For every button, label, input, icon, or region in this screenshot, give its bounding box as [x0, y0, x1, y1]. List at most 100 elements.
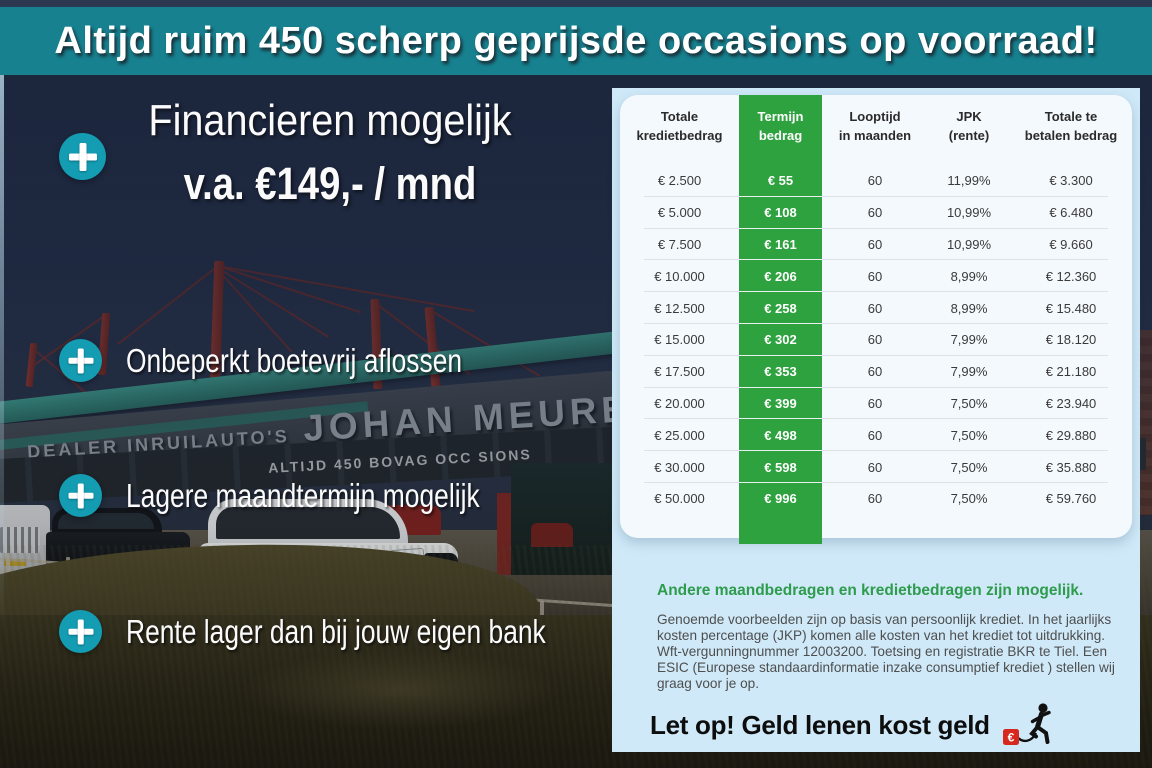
table-cell: 60 [867, 205, 883, 221]
table-cell: 60 [867, 459, 883, 475]
finance-table-body: € 2.500 € 55 60 11,99% € 3.300 € 5.000 € 108 60… [620, 165, 1132, 515]
table-cell: € 7.500 [657, 236, 702, 252]
table-cell: € 20.000 [654, 395, 705, 411]
table-row: € 50.000 € 996 60 7,50% € 59.760 [620, 483, 1132, 515]
row-separator [644, 291, 1108, 293]
table-cell: € 29.880 [1045, 427, 1097, 443]
row-separator [644, 354, 1108, 356]
table-cell: € 498 [764, 427, 797, 443]
table-cell: € 59.760 [1045, 491, 1097, 507]
panel-disclaimer: Genoemde voorbeelden zijn op basis van p… [657, 612, 1115, 691]
euro-symbol: € [1007, 731, 1014, 745]
promo-bullet: Rente lager dan bij jouw eigen bank [59, 610, 651, 653]
promo-headline: Financieren mogelijk [148, 96, 512, 145]
table-cell: 7,50% [950, 459, 988, 475]
table-row: € 17.500 € 353 60 7,99% € 21.180 [620, 356, 1132, 388]
table-cell: 8,99% [950, 268, 988, 284]
table-cell: 8,99% [950, 300, 988, 316]
row-separator-green [739, 259, 822, 261]
table-cell: € 18.120 [1045, 332, 1097, 348]
table-cell: € 21.180 [1045, 364, 1097, 380]
promo-bullet: Lagere maandtermijn mogelijk [59, 474, 568, 517]
table-cell: 60 [867, 173, 883, 189]
promo-bullet-text: Lagere maandtermijn mogelijk [126, 476, 480, 514]
table-cell: 7,50% [950, 491, 988, 507]
column-header: JPK (rente) [928, 107, 1010, 145]
table-cell: € 25.000 [654, 427, 705, 443]
promo-bullet-text: Rente lager dan bij jouw eigen bank [126, 612, 546, 650]
panel-subheading: Andere maandbedragen en kredietbedragen … [657, 582, 1084, 599]
table-cell: 7,50% [950, 395, 988, 411]
column-header-line: betalen bedrag [1024, 128, 1118, 143]
table-cell: 60 [867, 268, 883, 284]
column-header-line: in maanden [838, 128, 912, 143]
row-separator [644, 259, 1108, 261]
table-row: € 5.000 € 108 60 10,99% € 6.480 [620, 197, 1132, 229]
row-separator-green [739, 450, 822, 452]
row-separator-green [739, 418, 822, 420]
column-header: Totale kredietbedrag [620, 107, 739, 145]
table-cell: € 5.000 [657, 205, 702, 221]
table-row: € 7.500 € 161 60 10,99% € 9.660 [620, 229, 1132, 261]
row-separator-green [739, 386, 822, 388]
promo-price-line: v.a. €149,- / mnd [183, 158, 477, 209]
column-header: Totale te betalen bedrag [1010, 107, 1132, 145]
table-header-row: Totale kredietbedrag Termijn bedrag Looptijd… [620, 107, 1132, 145]
table-cell: € 302 [764, 332, 797, 348]
column-header-line: Totale te [1044, 109, 1098, 124]
table-cell: € 206 [764, 268, 797, 284]
table-cell: € 12.500 [654, 300, 705, 316]
money-warning-icon: € [1002, 703, 1051, 745]
finance-table-card: Totale kredietbedrag Termijn bedrag Looptijd… [620, 95, 1132, 544]
row-separator-green [739, 227, 822, 229]
plus-icon [59, 474, 102, 517]
table-row: € 25.000 € 498 60 7,50% € 29.880 [620, 419, 1132, 452]
table-cell: € 23.940 [1045, 395, 1097, 411]
table-cell: 60 [867, 236, 883, 252]
table-cell: € 2.500 [657, 173, 702, 189]
promo-headline-block: Financieren mogelijk v.a. €149,- / mnd [112, 96, 548, 210]
column-header-line: Looptijd [849, 109, 901, 124]
table-cell: € 161 [764, 236, 797, 252]
table-row: € 2.500 € 55 60 11,99% € 3.300 [620, 165, 1132, 197]
table-cell: 7,99% [950, 364, 988, 380]
table-cell: € 9.660 [1049, 236, 1093, 252]
table-cell: € 108 [764, 205, 797, 221]
table-cell: € 17.500 [654, 364, 705, 380]
table-row: € 20.000 € 399 60 7,50% € 23.940 [620, 388, 1132, 420]
row-separator-green [739, 354, 822, 356]
row-separator [644, 322, 1108, 324]
table-cell: 7,50% [950, 427, 988, 443]
plus-icon [59, 610, 102, 653]
promo-bullet: Onbeperkt boetevrij aflossen [59, 339, 546, 382]
row-separator-green [739, 195, 822, 197]
row-separator [644, 195, 1108, 197]
table-cell: € 12.360 [1045, 268, 1097, 284]
table-cell: € 399 [764, 395, 797, 411]
table-cell: 11,99% [947, 173, 991, 189]
table-row: € 12.500 € 258 60 8,99% € 15.480 [620, 292, 1132, 324]
plus-icon [59, 133, 106, 180]
table-cell: € 3.300 [1049, 173, 1093, 189]
row-separator [644, 450, 1108, 452]
finance-panel: Totale kredietbedrag Termijn bedrag Looptijd… [612, 88, 1140, 752]
table-cell: 7,99% [950, 332, 988, 348]
column-header-line: bedrag [758, 128, 803, 143]
table-cell: € 6.480 [1049, 205, 1093, 221]
table-cell: € 35.880 [1045, 459, 1097, 475]
promo-bullet-text: Onbeperkt boetevrij aflossen [126, 341, 463, 379]
table-row: € 15.000 € 302 60 7,99% € 18.120 [620, 324, 1132, 356]
row-separator [644, 418, 1108, 420]
column-header-line: JPK [956, 109, 982, 124]
table-cell: € 258 [764, 300, 797, 316]
table-cell: € 15.000 [654, 332, 705, 348]
table-cell: 60 [867, 332, 883, 348]
table-row: € 30.000 € 598 60 7,50% € 35.880 [620, 451, 1132, 483]
top-banner: Altijd ruim 450 scherp geprijsde occasio… [0, 0, 1152, 75]
column-header: Looptijd in maanden [822, 107, 928, 145]
row-separator-green [739, 291, 822, 293]
table-cell: € 30.000 [654, 459, 705, 475]
termijn-bedrag-highlight-column [739, 95, 822, 544]
